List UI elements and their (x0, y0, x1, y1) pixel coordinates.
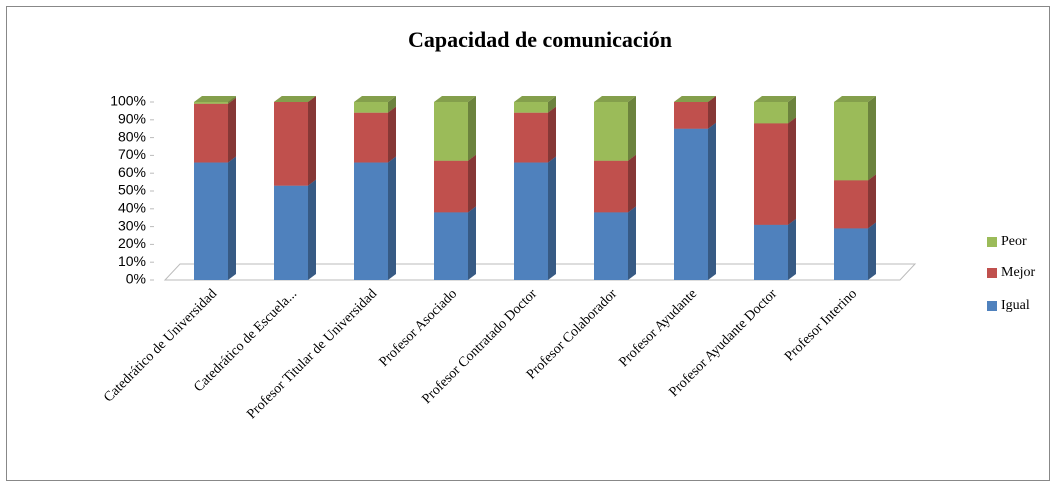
bar-top (514, 96, 556, 102)
bar-top (274, 96, 316, 102)
y-tick-label: 50% (118, 182, 146, 198)
bar-top (674, 96, 716, 102)
bar-side (468, 206, 476, 280)
bar-segment (674, 102, 708, 129)
bar-segment (674, 128, 708, 280)
y-tick-label: 80% (118, 128, 146, 144)
y-tick-label: 30% (118, 217, 146, 233)
bar-segment (434, 212, 468, 280)
bar-segment (514, 112, 548, 163)
floor (163, 263, 917, 281)
bar-segment (514, 162, 548, 280)
bar-segment (834, 228, 868, 280)
bar-side (548, 156, 556, 280)
bar-side (468, 96, 476, 161)
legend-swatch (987, 268, 997, 278)
bar-segment (514, 102, 548, 113)
bar-segment (834, 180, 868, 229)
legend-label: Igual (1001, 298, 1030, 313)
bar-segment (194, 162, 228, 280)
bar-segment (274, 102, 308, 186)
bar-side (308, 96, 316, 186)
bar-segment (194, 102, 228, 104)
bar-segment (354, 112, 388, 163)
bar-top (594, 96, 636, 102)
y-tick-label: 100% (110, 93, 146, 109)
bar-segment (754, 102, 788, 124)
bar-side (628, 154, 636, 213)
bar-side (228, 156, 236, 280)
bar-side (308, 179, 316, 280)
bar-top (354, 96, 396, 102)
bar-side (548, 106, 556, 163)
y-tick-label: 10% (118, 253, 146, 269)
y-tick-label: 40% (118, 200, 146, 216)
legend-label: Peor (1001, 234, 1027, 249)
legend-swatch (987, 237, 997, 247)
y-tick-label: 60% (118, 164, 146, 180)
bar-top (434, 96, 476, 102)
chart-title: Capacidad de comunicación (408, 27, 672, 52)
bar-segment (834, 102, 868, 181)
bar-side (628, 96, 636, 161)
bar-side (868, 96, 876, 181)
y-tick-label: 70% (118, 146, 146, 162)
y-tick-label: 0% (126, 271, 146, 287)
bar-side (788, 117, 796, 225)
bar-segment (274, 185, 308, 280)
bar-side (868, 174, 876, 229)
bar-side (788, 218, 796, 280)
legend-swatch (987, 301, 997, 311)
bar-segment (354, 162, 388, 280)
bar-segment (754, 123, 788, 225)
bar-side (388, 106, 396, 163)
bar-side (548, 96, 556, 113)
bar-side (708, 122, 716, 280)
y-tick-label: 90% (118, 111, 146, 127)
bar-segment (754, 224, 788, 280)
bar-side (228, 96, 236, 104)
bar-side (868, 222, 876, 280)
bar-top (194, 96, 236, 102)
legend-label: Mejor (1001, 265, 1036, 280)
y-tick-label: 20% (118, 235, 146, 251)
bar-segment (434, 102, 468, 161)
bar-segment (594, 212, 628, 280)
bar-side (388, 96, 396, 113)
bar-segment (434, 160, 468, 213)
bar-side (228, 97, 236, 163)
bar-side (788, 96, 796, 124)
bar-side (468, 154, 476, 213)
bar-segment (594, 102, 628, 161)
bar-top (754, 96, 796, 102)
bar-side (708, 96, 716, 129)
bar-segment (354, 102, 388, 113)
bar-side (388, 156, 396, 280)
bar-segment (194, 103, 228, 163)
bar-top (834, 96, 876, 102)
bar-side (628, 206, 636, 280)
bar-segment (594, 160, 628, 213)
